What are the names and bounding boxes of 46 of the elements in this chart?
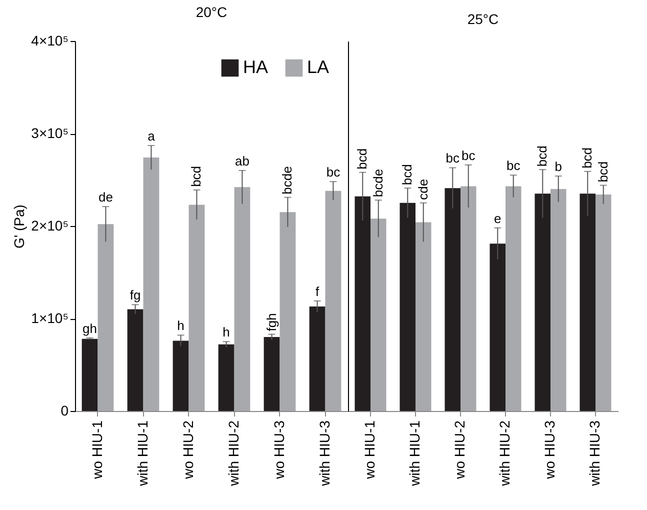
x-tick-label: wo HIU-2	[180, 420, 196, 480]
x-tick-label: with HIU-2	[496, 420, 512, 487]
legend-label: HA	[243, 57, 268, 77]
x-tick-label: with HIU-3	[316, 420, 332, 487]
annotation: bcd	[534, 146, 550, 167]
annotation: h	[222, 324, 230, 340]
annotation: de	[98, 190, 113, 205]
chart-title: 20°C	[196, 4, 228, 20]
y-tick-label: 2×10⁵	[31, 218, 68, 234]
annotation: bc	[506, 158, 521, 174]
annotation: bc	[326, 164, 341, 180]
x-tick-label: wo HIU-3	[542, 420, 558, 480]
annotation: b	[554, 159, 562, 174]
annotation: bc	[462, 148, 476, 163]
x-tick-label: with HIU-2	[225, 420, 242, 487]
annotation: bcd	[580, 147, 595, 168]
annotation: cde	[415, 178, 430, 200]
annotation: bc	[446, 150, 460, 166]
y-tick-label: 1×10⁵	[31, 310, 68, 326]
x-tick-label: wo HIU-1	[362, 420, 378, 480]
chart-title: 25°C	[467, 11, 499, 27]
x-tick-label: with HIU-1	[406, 420, 422, 487]
annotation: bcd	[595, 161, 610, 182]
annotation: bcd	[400, 164, 415, 186]
annotation: e	[494, 210, 502, 226]
annotation: bcd	[354, 148, 370, 170]
x-tick-label: with HIU-1	[134, 420, 150, 487]
x-tick-label: wo HIU-2	[452, 420, 468, 480]
annotation: gh	[82, 320, 98, 336]
x-tick-label: wo HIU-3	[270, 420, 287, 480]
annotation: f	[315, 284, 320, 299]
x-tick-label: with HIU-3	[586, 420, 602, 487]
annotation: bcde	[370, 168, 386, 198]
annotation: bcde	[280, 166, 295, 194]
annotation: ab	[234, 154, 250, 168]
annotation: fg	[130, 288, 141, 303]
x-tick-label: wo HIU-1	[88, 420, 105, 480]
y-tick-label: 3×10⁵	[31, 125, 68, 141]
annotation: fgh	[264, 313, 279, 332]
y-tick-label: 4×10⁵	[31, 32, 68, 48]
y-tick-label: 0	[60, 402, 69, 418]
annotation: a	[148, 128, 156, 144]
annotation: bcd	[188, 166, 204, 187]
y-axis-title: G' (Pa)	[11, 204, 28, 248]
legend-label: LA	[307, 57, 330, 77]
annotation: h	[177, 318, 184, 334]
